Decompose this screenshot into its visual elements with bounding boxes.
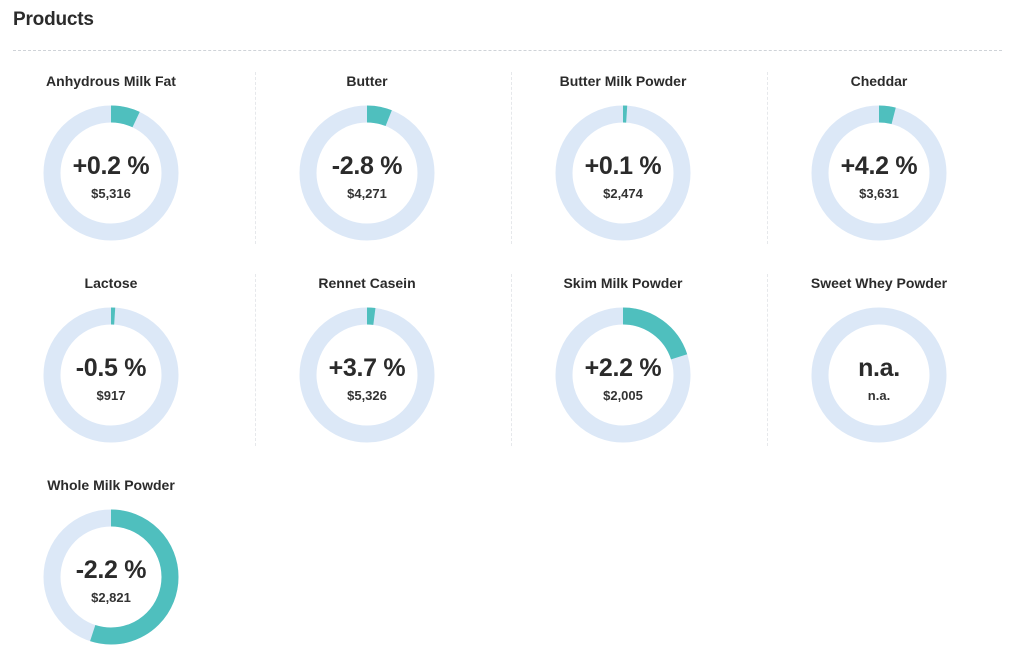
product-card[interactable]: Butter -2.8 % $4,271	[256, 52, 512, 254]
change-value: -0.5 %	[75, 354, 147, 382]
donut-center: n.a. n.a.	[811, 307, 947, 443]
product-name: Cheddar	[850, 73, 908, 89]
product-card[interactable]: Sweet Whey Powder n.a. n.a.	[768, 254, 1024, 456]
product-card[interactable]: Skim Milk Powder +2.2 % $2,005	[512, 254, 768, 456]
product-donut: -2.2 % $2,821	[43, 509, 179, 645]
donut-center: +3.7 % $5,326	[299, 307, 435, 443]
change-value: n.a.	[858, 354, 900, 382]
product-name: Whole Milk Powder	[47, 477, 175, 493]
product-name: Lactose	[84, 275, 138, 291]
change-value: +4.2 %	[840, 152, 918, 180]
product-donut: -2.8 % $4,271	[299, 105, 435, 241]
donut-center: -2.2 % $2,821	[43, 509, 179, 645]
donut-fill-arc	[811, 105, 947, 241]
product-card[interactable]: Anhydrous Milk Fat +0.2 % $5,316	[0, 52, 256, 254]
product-card[interactable]: Whole Milk Powder -2.2 % $2,821	[0, 456, 256, 658]
donut-center: -2.8 % $4,271	[299, 105, 435, 241]
product-name: Skim Milk Powder	[563, 275, 683, 291]
donut-fill-arc	[43, 307, 179, 443]
donut-center: +2.2 % $2,005	[555, 307, 691, 443]
price-value: $917	[96, 388, 126, 403]
price-value: $3,631	[859, 186, 899, 201]
donut-fill-arc	[555, 105, 691, 241]
donut-chart	[299, 307, 435, 443]
donut-chart	[555, 105, 691, 241]
donut-center: +0.1 % $2,474	[555, 105, 691, 241]
product-name: Butter Milk Powder	[559, 73, 687, 89]
donut-center: -0.5 % $917	[43, 307, 179, 443]
price-value: $4,271	[347, 186, 387, 201]
price-value: $2,005	[603, 388, 643, 403]
product-donut: +3.7 % $5,326	[299, 307, 435, 443]
donut-fill-arc	[299, 307, 435, 443]
donut-chart	[43, 307, 179, 443]
donut-center: +0.2 % $5,316	[43, 105, 179, 241]
donut-fill-arc	[43, 105, 179, 241]
donut-chart	[811, 307, 947, 443]
price-value: n.a.	[867, 388, 891, 403]
donut-fill-arc	[43, 509, 179, 645]
product-card[interactable]: Lactose -0.5 % $917	[0, 254, 256, 456]
donut-fill-arc	[299, 105, 435, 241]
change-value: +2.2 %	[584, 354, 662, 382]
product-donut: -0.5 % $917	[43, 307, 179, 443]
product-donut: +0.1 % $2,474	[555, 105, 691, 241]
donut-track	[811, 307, 947, 443]
product-donut: +2.2 % $2,005	[555, 307, 691, 443]
product-card[interactable]: Cheddar +4.2 % $3,631	[768, 52, 1024, 254]
title-divider	[13, 50, 1002, 51]
product-name: Anhydrous Milk Fat	[46, 73, 176, 89]
price-value: $5,316	[91, 186, 131, 201]
donut-fill-arc	[555, 307, 691, 443]
change-value: -2.8 %	[331, 152, 403, 180]
product-name: Butter	[346, 73, 388, 89]
price-value: $5,326	[347, 388, 387, 403]
change-value: +0.1 %	[584, 152, 662, 180]
change-value: +0.2 %	[72, 152, 150, 180]
product-name: Rennet Casein	[318, 275, 416, 291]
price-value: $2,821	[91, 590, 131, 605]
product-donut: +4.2 % $3,631	[811, 105, 947, 241]
page-title: Products	[13, 9, 94, 30]
donut-chart	[43, 509, 179, 645]
change-value: +3.7 %	[328, 354, 406, 382]
product-donut: n.a. n.a.	[811, 307, 947, 443]
donut-chart	[43, 105, 179, 241]
donut-chart	[555, 307, 691, 443]
change-value: -2.2 %	[75, 556, 147, 584]
product-donut: +0.2 % $5,316	[43, 105, 179, 241]
donut-center: +4.2 % $3,631	[811, 105, 947, 241]
product-name: Sweet Whey Powder	[810, 275, 948, 291]
product-card[interactable]: Rennet Casein +3.7 % $5,326	[256, 254, 512, 456]
donut-chart	[299, 105, 435, 241]
donut-chart	[811, 105, 947, 241]
price-value: $2,474	[603, 186, 643, 201]
product-card[interactable]: Butter Milk Powder +0.1 % $2,474	[512, 52, 768, 254]
